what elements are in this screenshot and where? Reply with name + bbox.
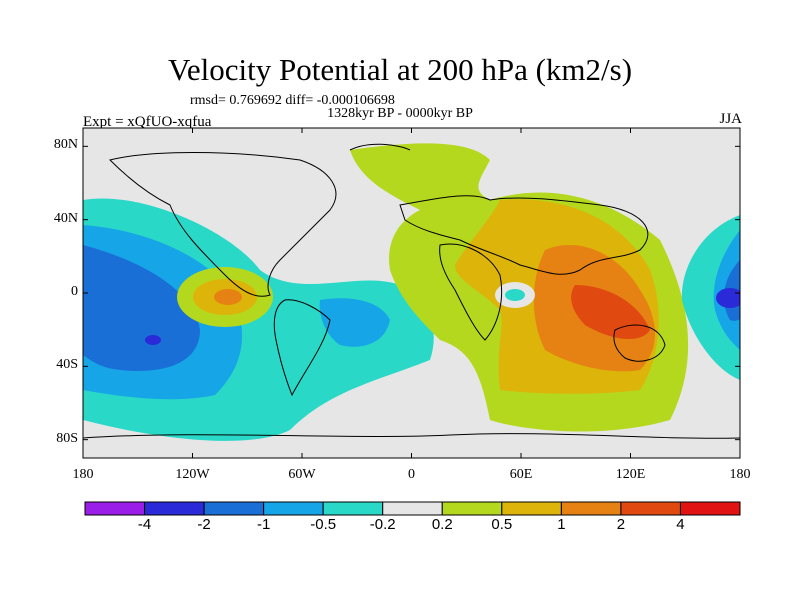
colorbar-label: -1: [256, 516, 271, 533]
lon-tick-label: 0: [408, 467, 415, 482]
season-label: JJA: [719, 111, 742, 127]
experiment-label: Expt = xQfUO-xqfua: [83, 114, 212, 130]
coastlines: [83, 143, 740, 439]
lat-tick-label: 80S: [56, 430, 78, 446]
colorbar-swatch: [560, 501, 622, 516]
colorbar-label: -0.5: [310, 516, 337, 533]
lon-tick-label: 180: [72, 467, 94, 482]
lon-tick-label: 120W: [175, 467, 210, 482]
lat-tick-label: 80N: [53, 137, 78, 153]
colorbar-swatch: [144, 501, 205, 516]
lon-tick-label: 180: [729, 467, 751, 482]
colorbar: [84, 501, 741, 516]
colorbar-label: -0.2: [369, 516, 396, 533]
period-label: 1328kyr BP - 0000kyr BP: [327, 106, 473, 121]
colorbar-label: -4: [137, 516, 152, 533]
colorbar-swatch: [441, 501, 503, 516]
colorbar-label: -2: [197, 516, 211, 533]
axis-ticks: [82, 128, 741, 458]
colorbar-swatch: [620, 501, 681, 516]
contour-field: [83, 128, 740, 458]
colorbar-label: 1: [557, 516, 566, 533]
colorbar-label: 2: [616, 516, 626, 533]
stats-line: rmsd= 0.769692 diff= -0.000106698: [190, 93, 395, 108]
lon-tick-label: 120E: [615, 467, 646, 482]
colorbar-swatch: [501, 501, 562, 516]
colorbar-label: 4: [676, 516, 685, 533]
lon-tick-label: 60W: [288, 467, 316, 482]
lat-tick-label: 40S: [56, 357, 78, 373]
colorbar-swatch: [382, 501, 443, 516]
colorbar-swatch: [322, 501, 384, 516]
lat-tick-label: 40N: [53, 210, 78, 226]
lon-tick-label: 60E: [509, 467, 533, 482]
colorbar-swatch: [263, 501, 324, 516]
colorbar-swatch: [84, 501, 146, 516]
plot-title: Velocity Potential at 200 hPa (km2/s): [167, 52, 633, 87]
colorbar-swatch: [203, 501, 265, 516]
lat-tick-label: 0: [71, 284, 78, 299]
colorbar-label: 0.2: [431, 516, 453, 533]
colorbar-swatch: [679, 501, 741, 516]
colorbar-label: 0.5: [491, 516, 513, 533]
